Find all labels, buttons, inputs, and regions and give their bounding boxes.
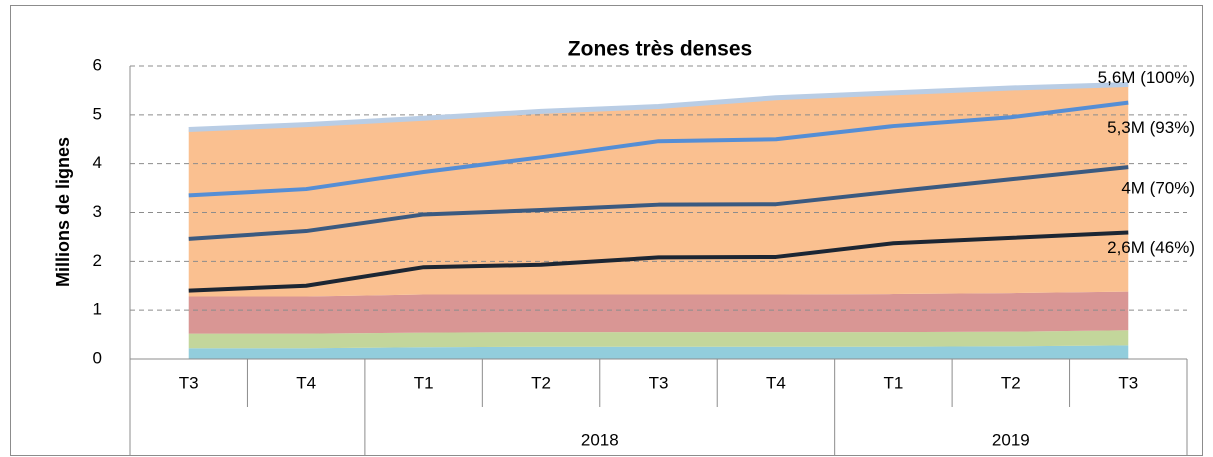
x-tick-label: T3	[649, 373, 669, 392]
end-label: 4M (70%)	[1121, 179, 1195, 198]
area	[188, 345, 1129, 359]
x-tick-label: T2	[531, 373, 551, 392]
x-tick-label: T3	[179, 373, 199, 392]
y-tick-label: 5	[93, 104, 102, 123]
y-axis-title: Millions de lignes	[53, 137, 73, 287]
x-tick-label: T3	[1118, 373, 1138, 392]
line-series	[188, 165, 1129, 241]
chart-title: Zones très denses	[568, 38, 752, 61]
area	[188, 330, 1129, 349]
end-label: 5,6M (100%)	[1098, 68, 1195, 87]
line-series	[188, 82, 1129, 132]
x-tick-label: T1	[414, 373, 434, 392]
x-tick-label: T1	[883, 373, 903, 392]
area	[188, 291, 1129, 334]
end-label: 5,3M (93%)	[1107, 118, 1195, 137]
y-tick-label: 2	[93, 251, 102, 270]
end-label: 2,6M (46%)	[1107, 238, 1195, 257]
x-tick-label: T2	[1001, 373, 1021, 392]
y-tick-label: 0	[93, 348, 102, 367]
x-tick-label: T4	[766, 373, 786, 392]
line-series	[188, 230, 1129, 293]
y-tick-label: 6	[93, 55, 102, 74]
line-series	[188, 100, 1129, 198]
y-tick-label: 3	[93, 202, 102, 221]
x-tick-label: T4	[296, 373, 316, 392]
y-tick-label: 1	[93, 300, 102, 319]
year-label: 2019	[992, 430, 1030, 449]
year-label: 2018	[581, 430, 619, 449]
y-tick-label: 4	[93, 153, 102, 172]
